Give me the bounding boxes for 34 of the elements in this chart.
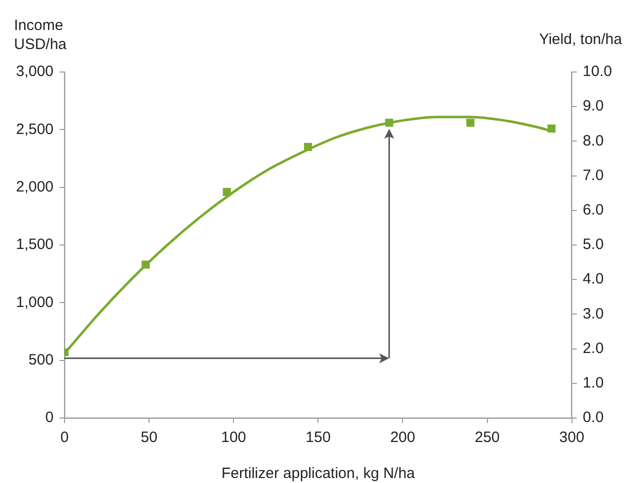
y-tick-label: 1,500 <box>16 236 54 254</box>
y2-tick-label: 5.0 <box>582 236 604 254</box>
y2-tick-label: 1.0 <box>582 374 604 392</box>
x-tick-label: 150 <box>306 429 331 446</box>
y2-tick-label: 2.0 <box>582 340 604 357</box>
y2-tick-label: 9.0 <box>582 98 604 115</box>
x-tick-label: 100 <box>221 429 246 446</box>
point <box>385 118 394 127</box>
x-tick-label: 0 <box>60 429 69 446</box>
point <box>222 188 231 196</box>
y-tick-label: 1,000 <box>16 294 54 311</box>
y2-tick-label: 3.0 <box>582 305 604 322</box>
y-tick-label: 2,500 <box>16 120 54 138</box>
x-tick-label: 50 <box>140 429 158 446</box>
y2-tick-label: 4.0 <box>582 270 604 288</box>
y2-axis-title: Yield, ton/ha <box>539 31 623 48</box>
x-axis-title: Fertilizer application, kg N/ha <box>221 465 416 482</box>
y2-tick-label: 10.0 <box>582 63 612 80</box>
point <box>466 118 474 127</box>
y2-tick-label: 0.0 <box>582 409 604 426</box>
y-axis-title: Income USD/ha <box>14 17 68 53</box>
y2-tick-label: 7.0 <box>582 166 604 184</box>
y2-tick-label: 6.0 <box>582 202 604 219</box>
y-tick-label: 500 <box>28 351 54 368</box>
y-tick-label: 3,000 <box>16 63 54 80</box>
y-tick-label: 2,000 <box>16 178 54 196</box>
x-tick-label: 250 <box>474 429 500 446</box>
y-tick-label: 0 <box>45 409 54 426</box>
point <box>304 142 312 151</box>
x-tick-label: 200 <box>390 429 416 446</box>
point <box>547 124 556 133</box>
x-tick-label: 300 <box>559 429 584 446</box>
point <box>142 260 150 269</box>
y2-tick-label: 8.0 <box>582 132 604 150</box>
